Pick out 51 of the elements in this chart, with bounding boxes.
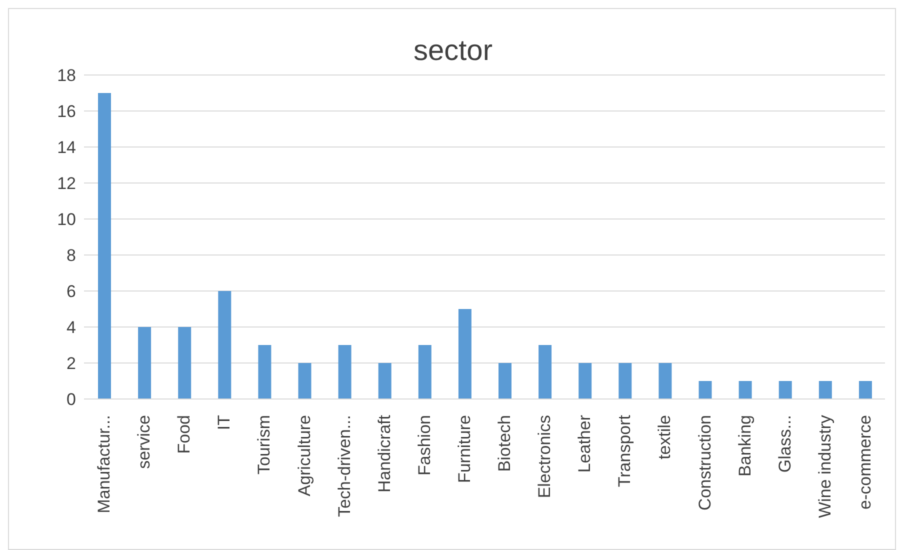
bar — [818, 381, 832, 399]
chart-title: sector — [412, 35, 494, 68]
x-tick-label: Tech-driven... — [334, 415, 354, 518]
x-tick-label: textile — [655, 415, 674, 460]
bar — [178, 327, 192, 399]
y-tick-label: 12 — [57, 174, 76, 194]
bar — [258, 345, 272, 399]
x-tick-label: e-commerce — [855, 415, 874, 510]
bar — [498, 363, 512, 399]
y-tick-label: 8 — [66, 246, 76, 266]
bar — [218, 291, 232, 399]
bar — [538, 345, 552, 399]
bar — [418, 345, 432, 399]
bar — [658, 363, 672, 399]
bar — [298, 363, 312, 399]
x-tick-label: service — [134, 415, 154, 469]
y-tick-label: 10 — [57, 210, 76, 230]
bar — [738, 381, 752, 399]
bar — [138, 327, 152, 399]
y-tick-label: 18 — [57, 66, 76, 86]
x-tick-label: Leather — [575, 414, 594, 473]
x-tick-label: Food — [174, 415, 194, 454]
bar — [458, 309, 472, 399]
bar — [618, 363, 632, 399]
bar — [98, 93, 111, 399]
bar — [338, 345, 352, 399]
y-tick-label: 2 — [66, 354, 76, 374]
x-tick-label: Manufactur... — [94, 415, 114, 514]
x-tick-label: Furniture — [454, 415, 474, 484]
x-tick-label: IT — [214, 415, 234, 430]
x-tick-label: Glass... — [775, 415, 794, 473]
y-tick-label: 0 — [66, 390, 76, 410]
x-tick-label: Transport — [615, 414, 634, 488]
y-tick-label: 6 — [66, 282, 76, 302]
y-tick-label: 14 — [57, 138, 76, 158]
x-tick-label: Electronics — [535, 415, 554, 498]
bar — [578, 363, 592, 399]
y-tick-label: 16 — [57, 102, 76, 122]
x-tick-label: Wine industry — [815, 414, 834, 518]
x-tick-label: Handicraft — [374, 414, 394, 492]
y-tick-label: 4 — [66, 318, 76, 338]
bar — [378, 363, 392, 399]
bar — [778, 381, 792, 399]
x-tick-label: Agriculture — [294, 415, 314, 496]
x-tick-label: Banking — [735, 415, 754, 476]
x-tick-label: Tourism — [254, 415, 274, 475]
x-tick-label: Biotech — [495, 415, 514, 472]
bar — [858, 381, 872, 399]
x-tick-label: Fashion — [414, 415, 434, 476]
x-tick-label: Construction — [695, 415, 714, 510]
bar — [698, 381, 712, 399]
